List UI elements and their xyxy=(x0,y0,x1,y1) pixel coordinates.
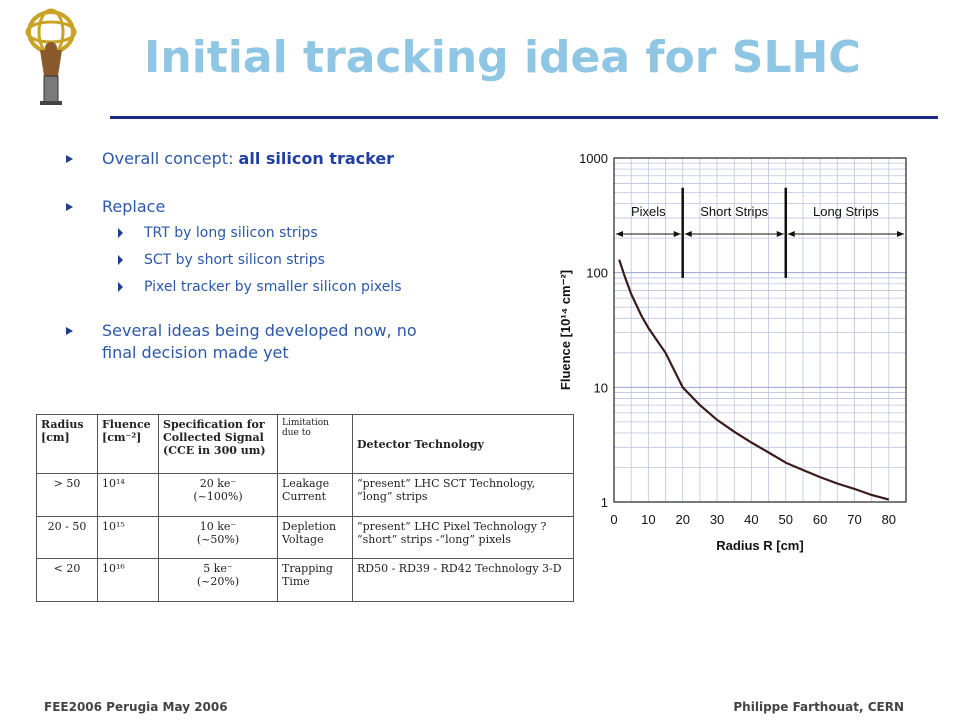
cell-technology: “present” LHC SCT Technology, “long” str… xyxy=(352,473,574,517)
fluence-chart: Pixels Short Strips Long Strips 0 10 20 30 40 50… xyxy=(558,151,907,553)
bullet-arrow-icon xyxy=(66,155,73,163)
x-tick-label: 70 xyxy=(847,512,861,527)
bullet-arrow-icon xyxy=(66,203,73,211)
x-tick-label: 10 xyxy=(641,512,655,527)
bullet-arrow-icon xyxy=(66,327,73,335)
bullet-text: Replace xyxy=(102,197,166,216)
header-limitation: Limitation due to xyxy=(277,413,353,475)
region-arrow-head xyxy=(897,231,904,237)
header-radius: Radius [cm] xyxy=(36,413,98,475)
y-tick-label: 1000 xyxy=(579,151,608,166)
atlas-logo-icon xyxy=(25,8,77,105)
sub-bullet-arrow-icon xyxy=(118,255,123,265)
sub-bullet-text: TRT by long silicon strips xyxy=(144,225,318,241)
cell-limitation: Trapping Time xyxy=(277,558,353,602)
bullet-text: Overall concept: xyxy=(102,149,239,168)
x-tick-label: 20 xyxy=(675,512,689,527)
sub-bullet-arrow-icon xyxy=(118,228,123,238)
bullet-overall-concept: Overall concept: all silicon tracker xyxy=(66,148,516,170)
region-label: Pixels xyxy=(631,204,666,219)
y-tick-label: 10 xyxy=(594,380,608,395)
x-tick-label: 30 xyxy=(710,512,724,527)
fluence-curve xyxy=(618,259,890,501)
cell-fluence: 10¹⁵ xyxy=(97,515,159,560)
x-tick-label: 50 xyxy=(779,512,793,527)
table-header-row: Radius [cm] Fluence [cm⁻²] Specification… xyxy=(36,413,574,475)
region-arrow-head xyxy=(616,231,623,237)
bullet-text: final decision made yet xyxy=(102,343,289,362)
cell-signal: 20 ke⁻ (~100%) xyxy=(158,473,278,517)
sub-bullet-arrow-icon xyxy=(118,282,123,292)
x-tick-label: 60 xyxy=(813,512,827,527)
y-tick-label: 100 xyxy=(586,266,608,281)
cell-radius: 20 - 50 xyxy=(36,515,98,560)
bullet-emphasis: all silicon tracker xyxy=(238,149,395,168)
detector-spec-table: Radius [cm] Fluence [cm⁻²] Specification… xyxy=(36,413,574,602)
region-label: Short Strips xyxy=(700,204,768,219)
plot-frame xyxy=(613,157,907,503)
sub-bullet: SCT by short silicon strips xyxy=(66,251,516,269)
cell-limitation: Leakage Current xyxy=(277,473,353,517)
cell-technology: “present” LHC Pixel Technology ? “short”… xyxy=(352,515,574,560)
region-arrow-head xyxy=(787,231,795,237)
x-tick-label: 80 xyxy=(882,512,896,527)
bullet-list: Overall concept: all silicon tracker Rep… xyxy=(66,148,516,364)
cell-signal: 10 ke⁻ (~50%) xyxy=(158,515,278,560)
cell-signal: 5 ke⁻ (~20%) xyxy=(158,558,278,602)
sub-bullet-text: Pixel tracker by smaller silicon pixels xyxy=(144,279,402,295)
x-axis-label: Radius R [cm] xyxy=(716,538,803,553)
cell-radius: < 20 xyxy=(36,558,98,602)
x-tick-label: 40 xyxy=(744,512,758,527)
slide-title: Initial tracking idea for SLHC xyxy=(144,32,861,83)
cell-limitation: Depletion Voltage xyxy=(277,515,353,560)
title-divider xyxy=(110,116,938,119)
bullet-replace: Replace xyxy=(66,196,516,218)
bullet-text: Several ideas being developed now, no xyxy=(102,321,417,340)
sub-bullet: Pixel tracker by smaller silicon pixels xyxy=(66,278,516,296)
region-label: Long Strips xyxy=(813,204,879,219)
table-row: < 20 10¹⁶ 5 ke⁻ (~20%) Trapping Time RD50… xyxy=(36,558,574,602)
header-fluence: Fluence [cm⁻²] xyxy=(97,413,159,475)
x-tick-label: 0 xyxy=(610,512,617,527)
cell-fluence: 10¹⁶ xyxy=(97,558,159,602)
cell-technology: RD50 - RD39 - RD42 Technology 3-D xyxy=(352,558,574,602)
header-technology: Detector Technology xyxy=(352,413,574,475)
y-axis-label: Fluence [10¹⁴ cm⁻²] xyxy=(558,270,573,390)
footer-event: FEE2006 Perugia May 2006 xyxy=(44,700,228,714)
cell-radius: > 50 xyxy=(36,473,98,517)
table-row: > 50 10¹⁴ 20 ke⁻ (~100%) Leakage Current … xyxy=(36,473,574,517)
region-arrow-head xyxy=(673,231,681,237)
sub-bullet-text: SCT by short silicon strips xyxy=(144,252,325,268)
y-tick-label: 1 xyxy=(601,495,608,510)
table-row: 20 - 50 10¹⁵ 10 ke⁻ (~50%) Depletion Volt… xyxy=(36,515,574,560)
bullet-several-ideas: Several ideas being developed now, no fi… xyxy=(66,320,516,364)
sub-bullet: TRT by long silicon strips xyxy=(66,224,516,242)
header-signal: Specification for Collected Signal (CCE … xyxy=(158,413,278,475)
footer-author: Philippe Farthouat, CERN xyxy=(733,700,904,714)
region-arrow-head xyxy=(684,231,692,237)
region-arrow-head xyxy=(776,231,784,237)
cell-fluence: 10¹⁴ xyxy=(97,473,159,517)
